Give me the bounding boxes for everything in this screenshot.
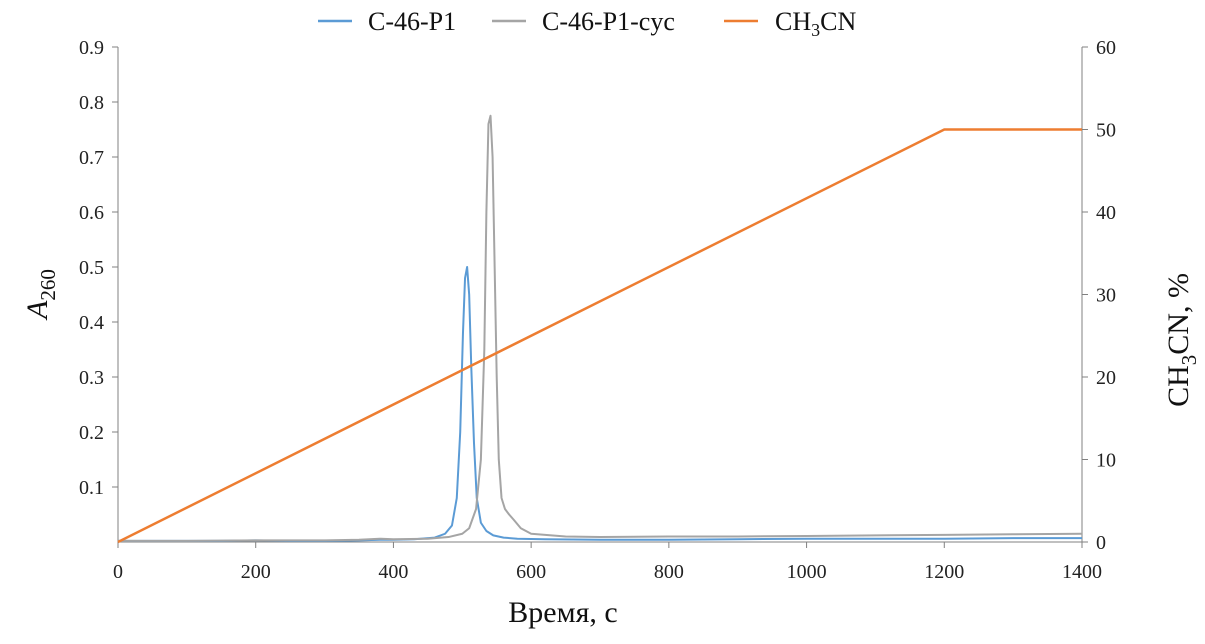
x-ticks: 0 200 400 600 800 1000 1200 1400 [113, 542, 1102, 583]
legend-label-ch3cn: CH3CN [775, 7, 856, 40]
y-left-axis-title: A260 [21, 269, 60, 321]
series-line-c-46-p1 [118, 266, 1082, 542]
y-right-title-sub: 3 [1177, 355, 1201, 366]
y-right-tick-label: 0 [1096, 532, 1106, 554]
y-right-axis-title: CH3CN, % [1162, 273, 1201, 407]
legend: C-46-P1 C-46-P1-cyc CH3CN [318, 7, 856, 40]
y-right-tick-label: 60 [1096, 37, 1116, 59]
x-tick-label: 1400 [1062, 561, 1102, 583]
y-right-tick-label: 10 [1096, 450, 1116, 472]
y-left-tick-label: 0.2 [79, 422, 104, 444]
x-tick-label: 400 [378, 561, 408, 583]
y-right-tick-label: 30 [1096, 285, 1116, 307]
y-left-tick-label: 0.5 [79, 257, 104, 279]
x-tick-label: 600 [516, 561, 546, 583]
y-left-ticks: 0.1 0.2 0.3 0.4 0.5 0.6 0.7 0.8 0.9 [79, 37, 118, 499]
x-tick-label: 1000 [787, 561, 827, 583]
y-left-tick-label: 0.3 [79, 367, 104, 389]
y-left-tick-label: 0.8 [79, 92, 104, 114]
y-left-title-main: A [21, 300, 54, 321]
x-tick-label: 800 [654, 561, 684, 583]
y-left-tick-label: 0.7 [79, 147, 104, 169]
legend-label-ch3cn-sub: 3 [811, 20, 820, 40]
x-tick-label: 1200 [924, 561, 964, 583]
y-left-tick-label: 0.4 [79, 312, 104, 334]
series-layer [117, 114, 1083, 544]
x-tick-label: 200 [241, 561, 271, 583]
y-left-tick-label: 0.9 [79, 37, 104, 59]
legend-label-ch3cn-main: CH [775, 7, 811, 36]
series-line-c-46-p1-cyc [118, 114, 1083, 542]
legend-label-ch3cn-tail: CN [820, 7, 856, 36]
y-right-tick-label: 20 [1096, 367, 1116, 389]
y-right-ticks: 0 10 20 30 40 50 60 [1082, 37, 1116, 554]
y-right-tick-label: 40 [1096, 202, 1116, 224]
series-line-ch3cn [117, 128, 1082, 544]
y-right-tick-label: 50 [1096, 120, 1116, 142]
x-axis-title: Время, с [508, 596, 617, 629]
x-tick-label: 0 [113, 561, 123, 583]
y-right-title-tail: CN, % [1162, 273, 1195, 355]
y-left-title-sub: 260 [36, 269, 60, 301]
y-left-tick-label: 0.6 [79, 202, 104, 224]
y-right-title-main: CH [1162, 365, 1195, 407]
legend-label-c46p1-cyc: C-46-P1-cyc [542, 7, 675, 36]
legend-label-c46p1: C-46-P1 [368, 7, 456, 36]
y-left-tick-label: 0.1 [79, 477, 104, 499]
